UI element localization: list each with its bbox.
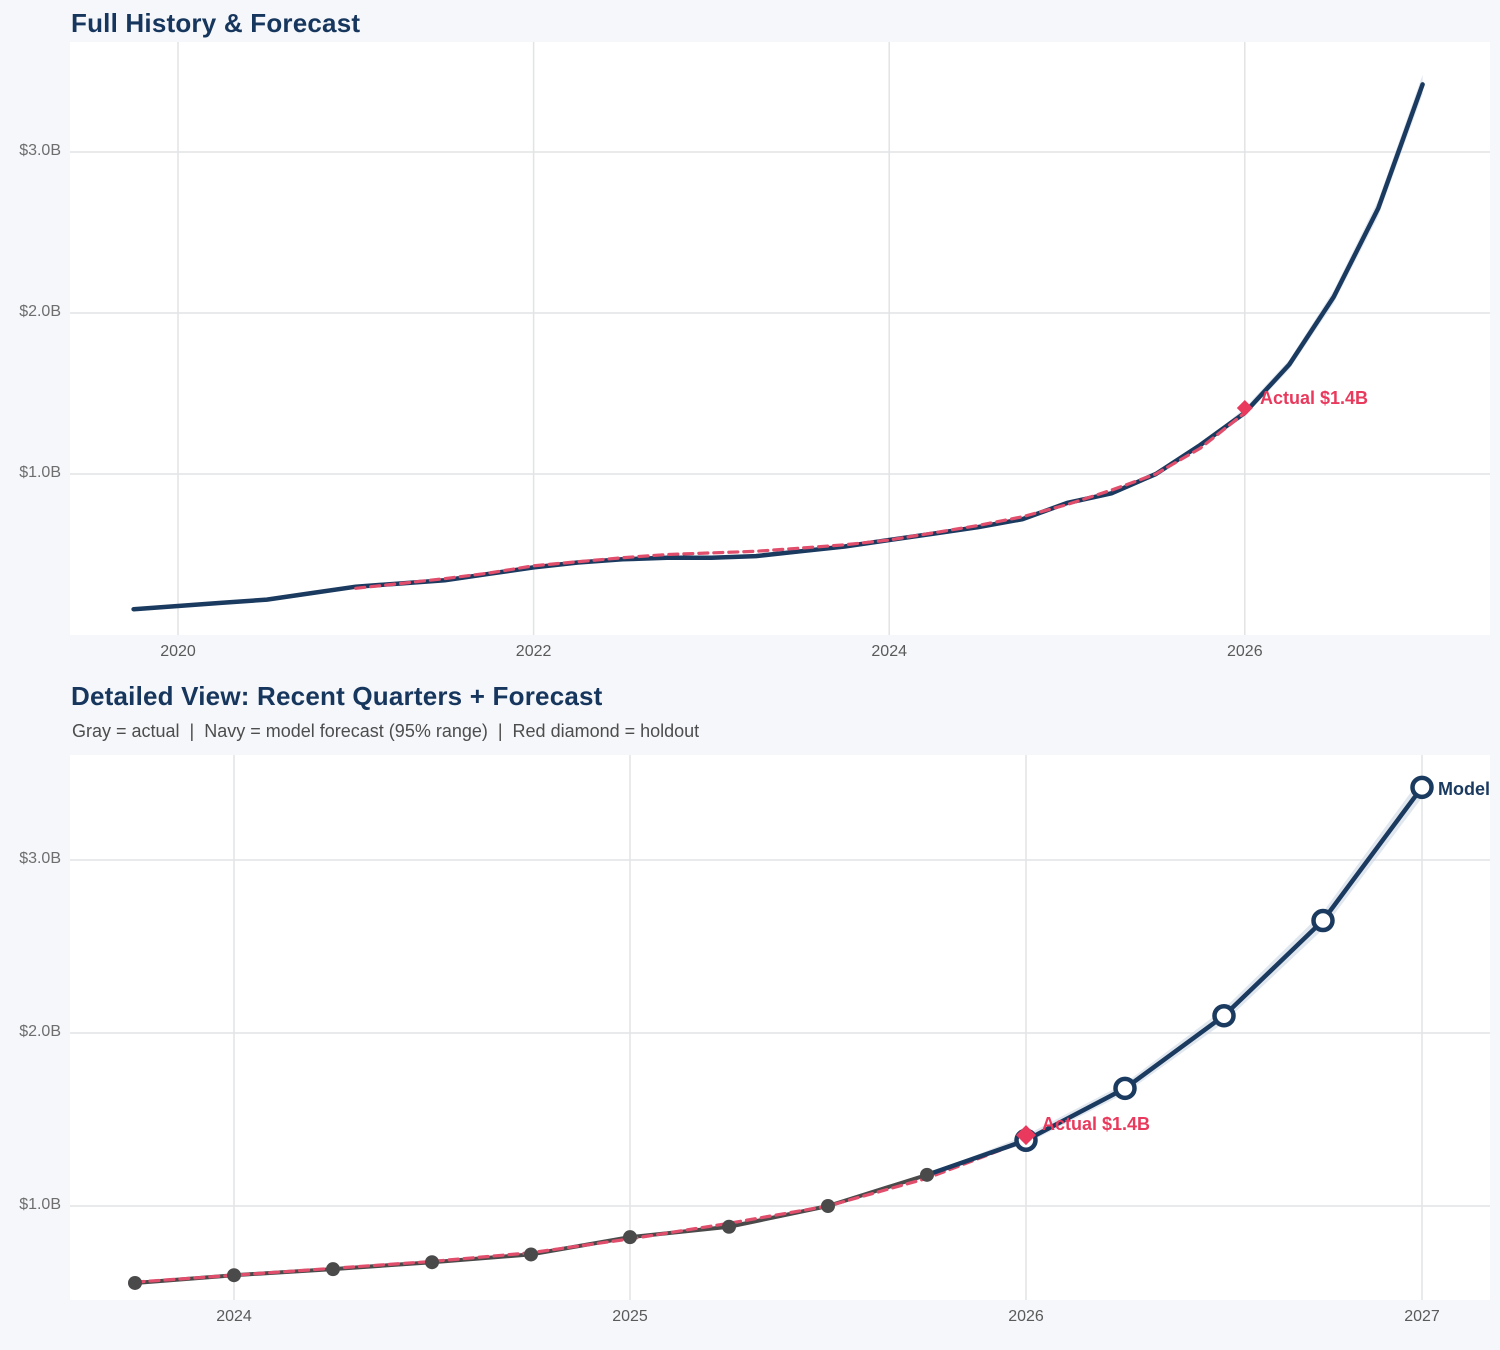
markers-model-forecast xyxy=(1014,775,1434,1153)
forecast-point-marker xyxy=(1410,775,1434,800)
detailed-view-chart-title: Detailed View: Recent Quarters + Forecas… xyxy=(71,681,603,711)
actual-point-marker xyxy=(128,1275,142,1290)
gridlines xyxy=(70,755,1490,1300)
holdout-annotation-top: Actual $1.4B xyxy=(1260,388,1369,408)
y-axis-tick-label: $1.0B xyxy=(19,464,61,481)
actual-point-marker xyxy=(623,1230,637,1245)
x-axis-tick-label: 2024 xyxy=(871,643,907,660)
actual-point-marker xyxy=(920,1167,934,1182)
holdout-annotation-bottom: Actual $1.4B xyxy=(1042,1114,1151,1134)
forecast-point-marker xyxy=(1212,1003,1236,1028)
full-history-chart-title: Full History & Forecast xyxy=(71,8,361,38)
x-axis-tick-label: 2025 xyxy=(612,1308,648,1325)
x-axis-tick-label: 2026 xyxy=(1008,1308,1044,1325)
actual-point-marker xyxy=(425,1255,439,1270)
actual-point-marker xyxy=(821,1199,835,1213)
forecast-point-marker xyxy=(1311,908,1335,933)
y-axis-tick-label: $3.0B xyxy=(19,142,61,159)
actual-point-marker xyxy=(722,1219,736,1234)
y-axis-tick-label: $3.0B xyxy=(19,850,61,867)
plot-background xyxy=(70,755,1490,1300)
holdout-diamond-marker xyxy=(1236,399,1253,416)
holdout-diamond-marker xyxy=(1016,1125,1036,1146)
model-forecast-end-label: Model xyxy=(1438,779,1490,799)
x-axis-tick-label: 2022 xyxy=(515,643,552,660)
series-model-fit xyxy=(133,1138,1028,1284)
actual-point-marker xyxy=(524,1247,538,1262)
x-axis-tick-label: 2020 xyxy=(160,643,196,660)
detailed-view-plot xyxy=(70,755,1490,1300)
series-revenue-history-and-forecast xyxy=(131,82,1425,612)
x-axis-tick-label: 2026 xyxy=(1227,643,1263,660)
gridlines xyxy=(70,42,1490,635)
actual-point-marker xyxy=(227,1268,241,1283)
y-axis-tick-label: $2.0B xyxy=(19,1023,61,1040)
x-axis-tick-label: 2024 xyxy=(216,1308,252,1325)
detailed-view-legend-subtitle: Gray = actual | Navy = model forecast (9… xyxy=(72,721,700,741)
y-axis-tick-label: $2.0B xyxy=(19,303,61,320)
series-model-forecast xyxy=(924,785,1425,1178)
forecast-point-marker xyxy=(1113,1076,1137,1101)
full-history-plot xyxy=(70,42,1490,635)
plot-background xyxy=(70,42,1490,635)
actual-point-marker xyxy=(326,1262,340,1277)
y-axis-tick-label: $1.0B xyxy=(19,1196,61,1213)
markers-actual-quarterly xyxy=(128,1167,934,1290)
x-axis-tick-label: 2027 xyxy=(1404,1308,1440,1325)
series-model-fit xyxy=(354,411,1247,590)
